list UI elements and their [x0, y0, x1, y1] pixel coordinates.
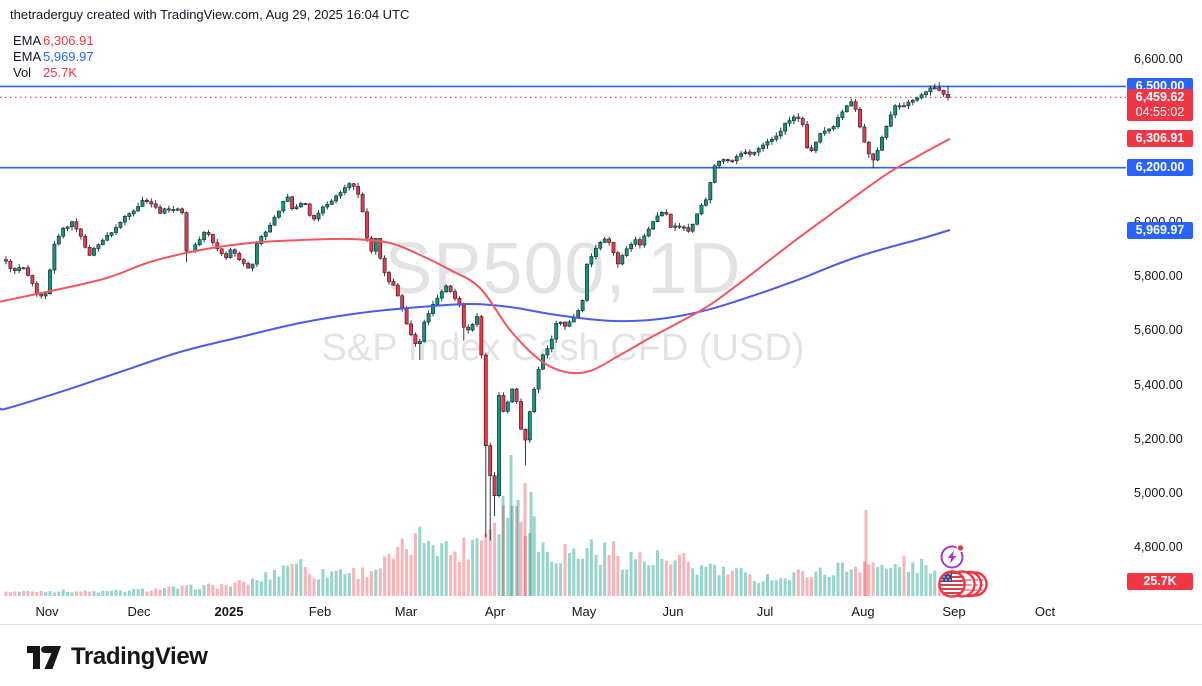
- ema-slow-price-badge[interactable]: 5,969.97: [1127, 221, 1193, 239]
- legend-value: 25.7K: [43, 65, 77, 80]
- time-tick-label: Mar: [394, 604, 418, 619]
- indicator-legend: EMA 6,306.91 EMA 5,969.97 Vol 25.7K: [13, 33, 94, 81]
- volume-spike-bar: [523, 483, 527, 596]
- time-tick-label: Apr: [484, 604, 506, 619]
- volume-spike-bar: [501, 496, 505, 596]
- live-event-lightning-icon[interactable]: [940, 543, 965, 569]
- last-price-value: 6,459.62: [1135, 89, 1185, 104]
- legend-label: EMA: [13, 49, 42, 64]
- tradingview-logo-text: TradingView: [71, 643, 208, 670]
- time-tick-label: Oct: [1034, 604, 1056, 619]
- line-price-badge[interactable]: 6,200.00: [1127, 159, 1193, 177]
- notification-dot: [956, 543, 965, 553]
- legend-label: Vol: [13, 65, 32, 80]
- attribution-text: thetraderguy created with TradingView.co…: [10, 7, 410, 22]
- tradingview-logo[interactable]: TradingView: [26, 643, 208, 671]
- economic-events-flags-icon[interactable]: [938, 570, 988, 598]
- time-tick-label: May: [571, 604, 597, 619]
- volume-bars: [4, 455, 950, 596]
- volume-spike-bar: [529, 492, 533, 596]
- price-tick-label: 5,600.00: [1134, 323, 1183, 338]
- axis-separator: [0, 624, 1202, 625]
- last-price-price-badge[interactable]: 6,459.62 04:55:02: [1127, 88, 1193, 121]
- legend-label: EMA: [13, 33, 42, 48]
- time-tick-label: 2025: [214, 604, 244, 619]
- legend-row-ema: EMA 5,969.97: [13, 49, 94, 65]
- ema-slow-line: [0, 229, 951, 411]
- price-tick-label: 5,000.00: [1134, 485, 1183, 500]
- time-tick-label: Aug: [851, 604, 875, 619]
- legend-value: 6,306.91: [43, 33, 94, 48]
- ema-fast-price-badge[interactable]: 6,306.91: [1127, 130, 1193, 148]
- tradingview-logo-icon: [27, 645, 61, 669]
- time-tick-label: Jun: [662, 604, 684, 619]
- us-flag: [940, 572, 964, 596]
- volume-spike-bar: [864, 510, 868, 596]
- price-tick-label: 5,800.00: [1134, 269, 1183, 284]
- bar-countdown: 04:55:02: [1135, 104, 1185, 119]
- price-tick-label: 5,200.00: [1134, 431, 1183, 446]
- legend-row-vol: Vol 25.7K: [13, 65, 94, 81]
- time-tick-label: Sep: [942, 604, 966, 619]
- time-tick-label: Nov: [35, 604, 59, 619]
- volume-spike-bar: [516, 500, 520, 596]
- candlesticks: [4, 82, 950, 541]
- time-tick-label: Feb: [308, 604, 332, 619]
- time-tick-label: Dec: [127, 604, 151, 619]
- price-tick-label: 6,600.00: [1134, 52, 1183, 67]
- volume-price-badge[interactable]: 25.7K: [1127, 573, 1193, 590]
- ema-fast-line: [0, 137, 951, 375]
- price-tick-label: 4,800.00: [1134, 540, 1183, 555]
- legend-row-ema: EMA 6,306.91: [13, 33, 94, 49]
- volume-spike-bar: [509, 455, 513, 596]
- price-tick-label: 5,400.00: [1134, 377, 1183, 392]
- legend-value: 5,969.97: [43, 49, 94, 64]
- time-tick-label: Jul: [756, 604, 774, 619]
- horizontal-price-lines[interactable]: [0, 85, 1126, 169]
